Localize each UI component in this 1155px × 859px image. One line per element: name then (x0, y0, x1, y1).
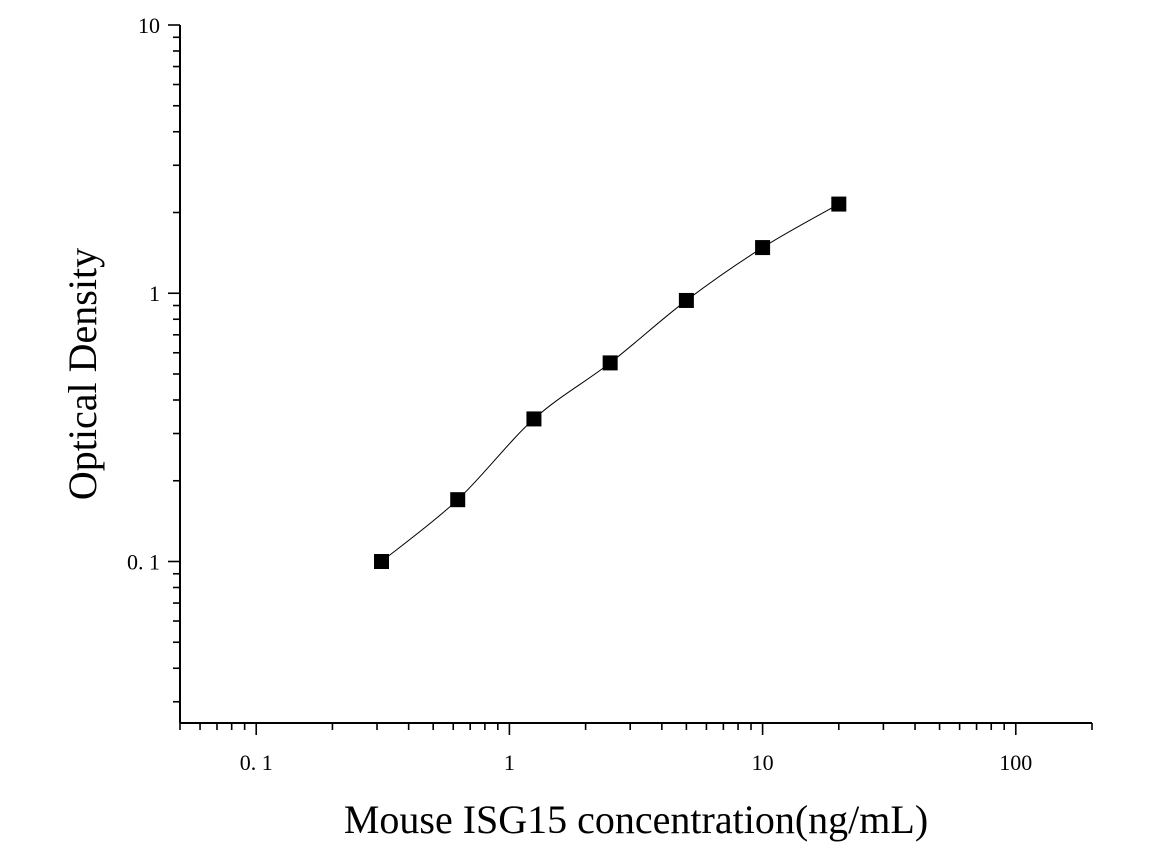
data-point-square (678, 292, 694, 308)
data-points (374, 196, 847, 569)
data-point-square (526, 411, 542, 427)
data-point-square (831, 196, 847, 212)
data-point-square (374, 553, 390, 569)
tick-marks (168, 24, 1093, 735)
y-axis-title: Optical Density (60, 248, 105, 500)
x-tick-label: 100 (999, 750, 1032, 775)
fit-curve-line (381, 203, 840, 562)
x-axis-title: Mouse ISG15 concentration(ng/mL) (344, 797, 928, 842)
x-tick-label: 10 (752, 750, 774, 775)
data-point-square (755, 240, 771, 256)
data-point-square (602, 355, 618, 371)
y-tick-label: 1 (149, 281, 160, 306)
data-point-square (450, 492, 466, 508)
x-tick-label: 1 (504, 750, 515, 775)
y-tick-label: 10 (138, 13, 160, 38)
tick-labels: 0. 1 1 10 100 0. 1 1 10 (127, 13, 1032, 775)
axes (179, 25, 1092, 724)
y-tick-label: 0. 1 (127, 549, 160, 574)
x-tick-label: 0. 1 (240, 750, 273, 775)
